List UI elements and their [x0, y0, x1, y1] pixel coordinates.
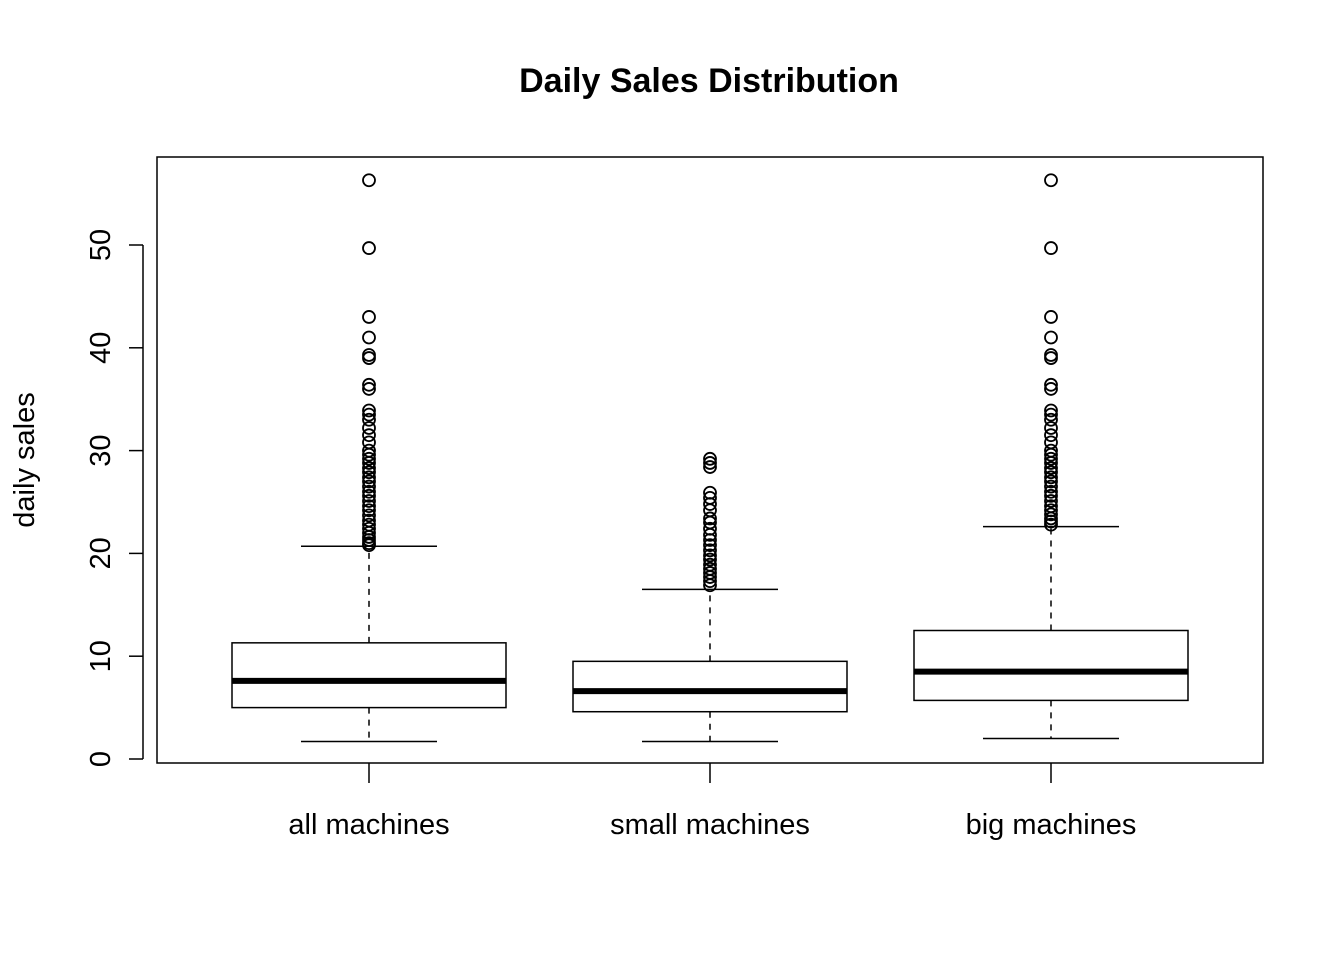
- box-iqr: [572, 660, 848, 713]
- y-tick-label: 50: [85, 229, 117, 261]
- outlier-point: [362, 428, 376, 443]
- outlier-point: [362, 403, 376, 418]
- box-iqr: [913, 629, 1189, 702]
- x-tick-label: all machines: [288, 809, 449, 841]
- outlier-point: [1044, 407, 1058, 422]
- outlier-point: [362, 521, 376, 536]
- outlier-point: [703, 548, 717, 563]
- outlier-point: [1044, 435, 1058, 450]
- outlier-point: [362, 465, 376, 480]
- outlier-point: [1044, 484, 1058, 499]
- outlier-point: [703, 538, 717, 553]
- outlier-point: [362, 412, 376, 427]
- outlier-point: [1044, 377, 1058, 392]
- outlier-point: [1044, 499, 1058, 514]
- outlier-point: [362, 451, 376, 466]
- outlier-point: [362, 421, 376, 435]
- outlier-point: [703, 511, 717, 526]
- y-tick-label: 20: [85, 537, 117, 569]
- outlier-point: [362, 494, 376, 508]
- outlier-point: [1044, 310, 1058, 324]
- outlier-point: [362, 499, 376, 514]
- outlier-point: [362, 488, 376, 503]
- outlier-point: [1044, 348, 1058, 362]
- outlier-point: [1044, 507, 1058, 522]
- outlier-point: [362, 348, 376, 362]
- outlier-point: [1044, 412, 1058, 427]
- outlier-point: [362, 484, 376, 499]
- box-iqr: [231, 642, 507, 709]
- outlier-point: [1044, 461, 1058, 475]
- outlier-point: [1044, 241, 1058, 255]
- outlier-point: [362, 479, 376, 494]
- y-tick-label: 10: [85, 640, 117, 672]
- outlier-point: [703, 543, 717, 558]
- outlier-point: [703, 521, 717, 536]
- outlier-point: [362, 470, 376, 485]
- y-tick-label: 30: [85, 434, 117, 466]
- outlier-point: [362, 330, 376, 345]
- y-tick-label: 0: [85, 751, 117, 767]
- outlier-point: [703, 460, 717, 474]
- outlier-point: [1044, 470, 1058, 485]
- outlier-point: [1044, 488, 1058, 503]
- outlier-point: [362, 173, 376, 188]
- outlier-point: [1044, 330, 1058, 345]
- x-tick-label: big machines: [966, 809, 1137, 841]
- outlier-point: [362, 310, 376, 324]
- outlier-point: [362, 517, 376, 532]
- chart-title: Daily Sales Distribution: [519, 62, 899, 100]
- x-tick-label: small machines: [610, 809, 810, 841]
- outlier-point: [1044, 494, 1058, 508]
- y-tick-label: 40: [85, 332, 117, 364]
- outlier-point: [703, 566, 717, 580]
- outlier-point: [362, 443, 376, 458]
- outlier-point: [1044, 474, 1058, 489]
- outlier-point: [703, 561, 717, 576]
- outlier-point: [362, 503, 376, 518]
- outlier-point: [1044, 173, 1058, 188]
- marks-layer: 0 10 20 30 40 50 all machines small machines big…: [85, 173, 1189, 841]
- outlier-point: [1044, 465, 1058, 480]
- outlier-point: [703, 456, 717, 470]
- outlier-point: [703, 490, 717, 505]
- outlier-point: [362, 435, 376, 450]
- outlier-point: [362, 508, 376, 523]
- outlier-point: [362, 377, 376, 392]
- outlier-point: [1044, 479, 1058, 494]
- outlier-point: [1044, 403, 1058, 418]
- outlier-point: [703, 557, 717, 572]
- outlier-point: [703, 485, 717, 500]
- outlier-point: [703, 552, 717, 567]
- outlier-point: [703, 451, 717, 466]
- outlier-point: [1044, 428, 1058, 443]
- outlier-point: [362, 474, 376, 489]
- outlier-point: [1044, 451, 1058, 466]
- outlier-point: [1044, 421, 1058, 435]
- outlier-point: [362, 407, 376, 422]
- outlier-point: [362, 241, 376, 255]
- y-axis-title: daily sales: [9, 392, 41, 527]
- outlier-point: [362, 461, 376, 475]
- outlier-point: [1044, 503, 1058, 518]
- outlier-point: [362, 513, 376, 528]
- outlier-point: [1044, 382, 1058, 396]
- outlier-point: [362, 382, 376, 396]
- outlier-point: [1044, 443, 1058, 458]
